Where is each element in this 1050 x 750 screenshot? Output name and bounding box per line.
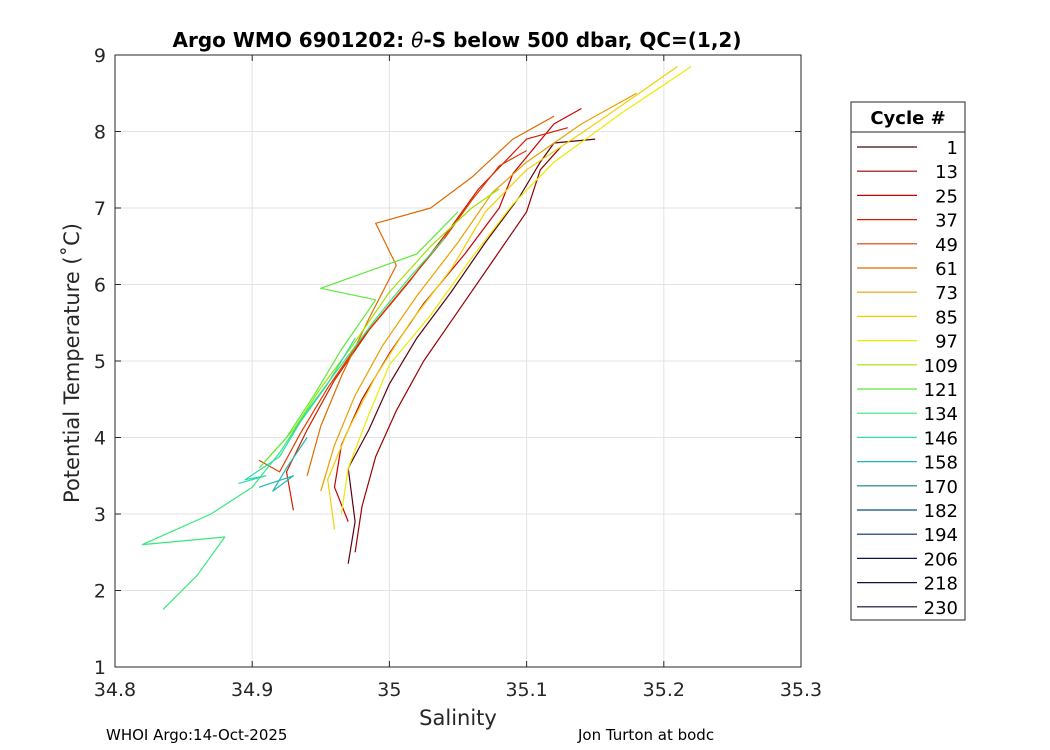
x-tick-label: 35 (377, 679, 401, 701)
legend-label: 1 (947, 138, 958, 159)
series-line (238, 337, 356, 484)
legend-label: 146 (924, 428, 958, 449)
series-line (354, 146, 562, 553)
series-line (258, 211, 459, 469)
series-line (258, 150, 527, 473)
axis-ticks: 34.8 34.9 35 35.1 35.2 35.3 1 2 3 4 5 6 7 8 9 (94, 45, 822, 701)
legend-label: 85 (935, 307, 958, 328)
chart-title: Argo WMO 6901202: θ-S below 500 dbar, QC… (173, 28, 742, 52)
legend-label: 37 (935, 211, 958, 232)
legend-entries: 1 13 25 37 49 61 73 85 97 109 121 134 146 158 170 182 19… (857, 138, 958, 619)
series-line (258, 437, 308, 492)
series-line (333, 107, 582, 522)
y-tick-label: 4 (94, 428, 106, 450)
legend-label: 25 (935, 186, 958, 207)
y-tick-label: 3 (94, 504, 106, 526)
x-tick-label: 35.2 (643, 679, 685, 701)
x-axis-label: Salinity (419, 706, 497, 730)
legend-title: Cycle # (870, 108, 945, 129)
legend-label: 182 (924, 501, 958, 522)
x-tick-label: 35.3 (780, 679, 822, 701)
legend-label: 49 (935, 235, 958, 256)
x-tick-label: 34.9 (231, 679, 273, 701)
legend-label: 13 (935, 162, 958, 183)
series-line (141, 238, 445, 611)
y-tick-label: 6 (94, 275, 106, 297)
y-tick-label: 7 (94, 198, 106, 220)
legend-label: 230 (924, 598, 958, 619)
series-line (265, 188, 500, 461)
y-axis-label: Potential Temperature (˚C) (60, 223, 84, 503)
legend-label: 97 (935, 332, 958, 353)
x-tick-label: 35.1 (505, 679, 547, 701)
legend-label: 109 (924, 356, 958, 377)
legend-label: 218 (924, 574, 958, 595)
legend-label: 194 (924, 525, 958, 546)
y-tick-label: 2 (94, 581, 106, 603)
series-line (340, 66, 692, 515)
y-tick-label: 5 (94, 351, 106, 373)
legend-label: 158 (924, 453, 958, 474)
y-tick-label: 9 (94, 45, 106, 67)
series-line (320, 92, 637, 492)
y-tick-label: 1 (94, 657, 106, 679)
legend: Cycle # 1 13 25 37 49 61 73 85 97 109 121 134 146 158… (850, 101, 966, 621)
legend-label: 206 (924, 549, 958, 570)
legend-label: 61 (935, 259, 958, 280)
legend-label: 73 (935, 283, 958, 304)
legend-label: 134 (924, 404, 958, 425)
legend-label: 170 (924, 477, 958, 498)
footer-source: WHOI Argo:14-Oct-2025 (106, 726, 288, 744)
y-tick-label: 8 (94, 122, 106, 144)
data-series (141, 66, 692, 611)
footer-author: Jon Turton at bodc (578, 726, 715, 744)
legend-label: 121 (924, 380, 958, 401)
series-line (327, 66, 678, 530)
series-line (306, 115, 555, 476)
x-tick-label: 34.8 (94, 679, 136, 701)
